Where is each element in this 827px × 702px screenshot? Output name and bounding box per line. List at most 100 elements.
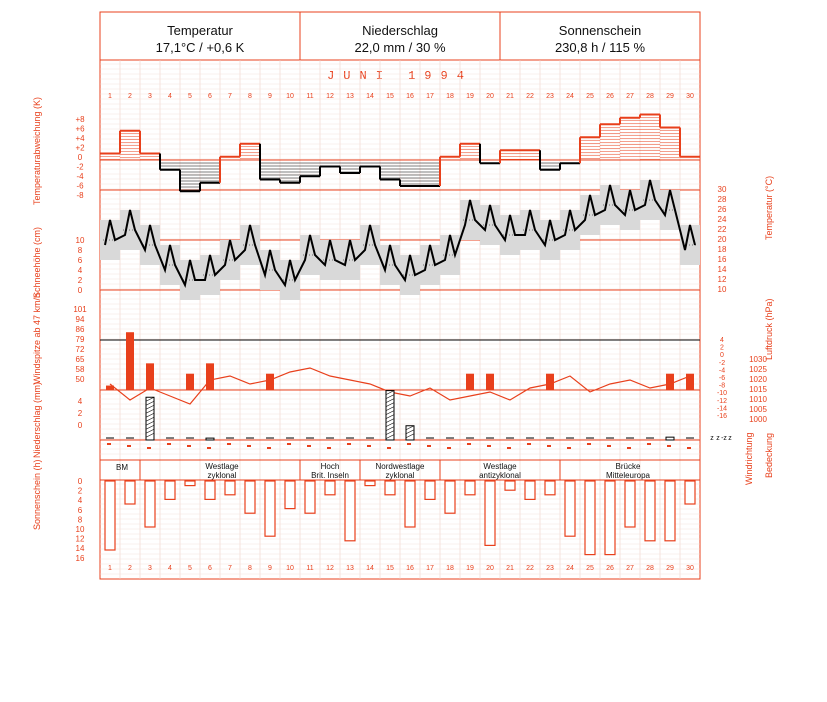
wind-tick-label: 65	[76, 355, 85, 364]
day-label-bottom: 18	[446, 565, 454, 572]
temp-dev-tick-label: +2	[75, 144, 85, 153]
day-label-top: 12	[326, 93, 334, 100]
day-label-bottom: 28	[646, 565, 654, 572]
precip-bar	[205, 437, 215, 441]
precip-tick-label: 0	[78, 421, 83, 430]
wind-dir-mark	[607, 445, 611, 447]
wind-dir-mark	[107, 443, 111, 445]
weather-type-label2: zyklonal	[386, 471, 415, 480]
day-labels: 1122334455667788991010111112121313141415…	[108, 93, 694, 572]
precip-hatch	[145, 432, 155, 438]
wind-peak-bar	[186, 373, 194, 390]
pressure-tick-label: 1020	[749, 375, 767, 384]
precip-hatch	[145, 396, 155, 402]
pressure-tick-label: 1030	[749, 355, 767, 364]
wind-peak-bar	[486, 373, 494, 390]
sunshine-bar	[124, 480, 136, 505]
precip-bar	[405, 425, 415, 441]
wind-peak-bar	[206, 363, 214, 390]
day-label-bottom: 7	[228, 565, 232, 572]
wind-dir-mark	[327, 447, 331, 449]
sunshine-bar	[184, 480, 196, 487]
wind-peak-bar	[466, 373, 474, 390]
pressure-tick-label: 1025	[749, 365, 767, 374]
temp-dev-tick-label: +8	[75, 115, 85, 124]
precip-hatch	[145, 416, 155, 422]
sunshine-bar	[424, 480, 436, 500]
sun-header-label: Sonnenschein	[559, 23, 641, 38]
wind-dir-mark	[427, 445, 431, 447]
precip-header-value: 22,0 mm / 30 %	[354, 40, 445, 55]
sunshine-tick-label: 14	[76, 544, 85, 553]
precip-hatch	[385, 430, 395, 435]
sunshine-tick-label: 4	[78, 496, 83, 505]
weather-type-label: Hoch	[321, 462, 340, 471]
pressure-left-tick-label: -10	[717, 390, 727, 397]
day-label-top: 5	[188, 93, 192, 100]
weather-type-label2: Brit. Inseln	[311, 471, 349, 480]
day-label-top: 3	[148, 93, 152, 100]
sunshine-bar	[204, 480, 216, 500]
wind-dir-legend: z	[728, 435, 732, 442]
wind-dir-mark	[527, 443, 531, 445]
wind-dir-mark	[507, 447, 511, 449]
day-label-bottom: 27	[626, 565, 634, 572]
day-label-top: 19	[466, 93, 474, 100]
day-label-top: 4	[168, 93, 172, 100]
sunshine-bar	[524, 480, 536, 500]
wind-peak-bar	[106, 385, 114, 390]
precip-hatch	[385, 402, 395, 407]
wind-dir-mark	[347, 443, 351, 445]
precip-hatch	[145, 420, 155, 426]
temperature-tick-label: 12	[718, 275, 727, 284]
precip-hatch	[145, 404, 155, 410]
day-label-top: 18	[446, 93, 454, 100]
snow-tick-label: 4	[78, 266, 83, 275]
day-label-top: 2	[128, 93, 132, 100]
sunshine-bar	[484, 480, 496, 547]
weather-type-label: Westlage	[205, 462, 239, 471]
sunshine-bar	[604, 480, 616, 556]
precip-hatch	[385, 394, 395, 399]
temp-dev-tick-label: -2	[76, 163, 84, 172]
snow-axis-label: Schneehöhe (cm)	[32, 227, 42, 298]
wind-dir-legend: z	[710, 435, 714, 442]
sun-header-value: 230,8 h / 115 %	[555, 40, 646, 55]
wind-dir-legend: z	[716, 435, 720, 442]
pressure-tick-label: 1005	[749, 405, 767, 414]
sunshine-tick-label: 10	[76, 525, 85, 534]
day-label-bottom: 22	[526, 565, 534, 572]
day-label-top: 25	[586, 93, 594, 100]
month-title: JUNI 1994	[327, 69, 473, 83]
day-label-top: 22	[526, 93, 534, 100]
day-label-bottom: 20	[486, 565, 494, 572]
day-label-bottom: 10	[286, 565, 294, 572]
day-label-top: 29	[666, 93, 674, 100]
precip-axis-label: Niederschlag (mm)	[32, 382, 42, 458]
sunshine-bar	[164, 480, 176, 500]
day-label-top: 24	[566, 93, 574, 100]
day-label-top: 13	[346, 93, 354, 100]
sunshine-tick-label: 6	[78, 506, 83, 515]
day-label-top: 26	[606, 93, 614, 100]
sunshine-bar	[284, 480, 296, 510]
day-label-bottom: 12	[326, 565, 334, 572]
temperature-tick-label: 24	[718, 215, 727, 224]
pressure-left-tick-label: -8	[719, 383, 725, 390]
precip-hatch	[385, 390, 395, 395]
pressure-line	[109, 367, 691, 405]
precip-hatch	[385, 410, 395, 415]
sunshine-bar	[364, 480, 376, 487]
chart-marks: +8+6+4+20-2-4-6-830282624222018161412101…	[73, 113, 767, 563]
wind-dir-mark	[187, 445, 191, 447]
day-label-bottom: 24	[566, 565, 574, 572]
sunshine-bar	[404, 480, 416, 528]
temperature-tick-label: 20	[718, 235, 727, 244]
temp-dev-tick-label: -6	[76, 182, 84, 191]
weather-type-label2: Mitteleuropa	[606, 471, 651, 480]
precip-hatch	[385, 398, 395, 403]
wind-dir-mark	[647, 443, 651, 445]
wind-dir-mark	[687, 447, 691, 449]
precip-hatch	[385, 418, 395, 423]
sunshine-bar	[564, 480, 576, 537]
